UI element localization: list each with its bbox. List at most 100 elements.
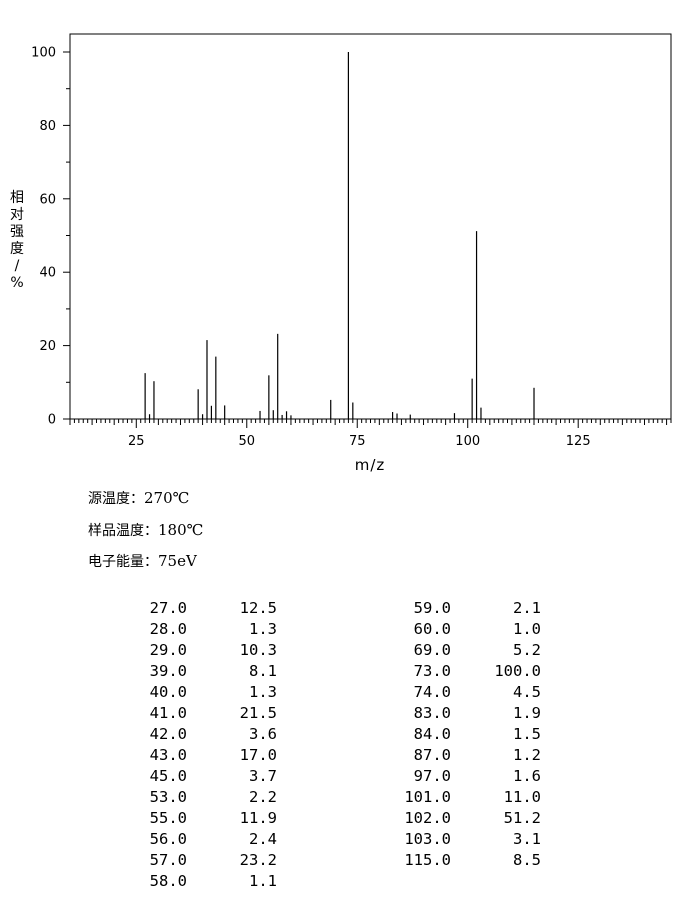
- peak-abundance: 12.5: [239, 599, 277, 617]
- sample-temperature-label: 样品温度：: [88, 523, 158, 539]
- peak-row: 84.0 1.5: [391, 724, 561, 745]
- peak-abundance: 1.3: [249, 683, 277, 701]
- peak-row: 103.0 3.1: [391, 829, 561, 850]
- peak-mz: 97.0: [413, 767, 451, 785]
- peak-abundance: 1.1: [249, 872, 277, 890]
- x-tick-label: 100: [455, 434, 480, 449]
- peak-abundance: 1.3: [249, 620, 277, 638]
- y-axis-label-char: 相: [10, 190, 24, 206]
- peak-row: 73.0 100.0: [391, 661, 561, 682]
- y-tick-label: 20: [39, 339, 56, 354]
- sample-temperature: 样品温度：180℃: [88, 520, 203, 540]
- peak-abundance: 1.2: [513, 746, 541, 764]
- source-temperature: 源温度：270℃: [88, 488, 189, 508]
- peak-mz: 58.0: [149, 872, 187, 890]
- peak-abundance: 3.7: [249, 767, 277, 785]
- peak-row: 55.0 11.9: [127, 808, 297, 829]
- peak-abundance: 2.2: [249, 788, 277, 806]
- y-axis-label-char: %: [10, 275, 24, 291]
- y-tick-label: 80: [39, 119, 56, 134]
- peak-row: 59.0 2.1: [391, 598, 561, 619]
- peak-mz: 56.0: [149, 830, 187, 848]
- peak-abundance: 1.9: [513, 704, 541, 722]
- peak-row: 69.0 5.2: [391, 640, 561, 661]
- peak-abundance: 1.0: [513, 620, 541, 638]
- x-tick-label: 125: [566, 434, 591, 449]
- peak-row: 101.0 11.0: [391, 787, 561, 808]
- peak-mz: 102.0: [404, 809, 451, 827]
- peak-bars: [144, 52, 535, 419]
- peak-mz: 39.0: [149, 662, 187, 680]
- peak-mz: 87.0: [413, 746, 451, 764]
- peak-mz: 28.0: [149, 620, 187, 638]
- peak-abundance: 3.6: [249, 725, 277, 743]
- axis-ticks: 25 50 75 100 125 0 20 40 60 80 100: [31, 46, 672, 449]
- x-tick-label: 75: [349, 434, 366, 449]
- y-axis-label-char: 强: [10, 224, 24, 240]
- peak-mz: 101.0: [404, 788, 451, 806]
- peak-mz: 42.0: [149, 725, 187, 743]
- peak-mz: 29.0: [149, 641, 187, 659]
- peak-mz: 73.0: [413, 662, 451, 680]
- peak-row: 57.0 23.2: [127, 850, 297, 871]
- peak-abundance: 23.2: [239, 851, 277, 869]
- peak-mz: 103.0: [404, 830, 451, 848]
- peak-row: 28.0 1.3: [127, 619, 297, 640]
- peak-mz: 43.0: [149, 746, 187, 764]
- x-tick-label: 50: [238, 434, 255, 449]
- peak-abundance: 17.0: [239, 746, 277, 764]
- peak-abundance: 10.3: [239, 641, 277, 659]
- peak-row: 102.0 51.2: [391, 808, 561, 829]
- sample-temperature-value: 180℃: [158, 521, 204, 539]
- peak-mz: 74.0: [413, 683, 451, 701]
- peak-row: 27.0 12.5: [127, 598, 297, 619]
- peak-mz: 40.0: [149, 683, 187, 701]
- peak-row: 74.0 4.5: [391, 682, 561, 703]
- peak-row: 41.0 21.5: [127, 703, 297, 724]
- peak-row: 43.0 17.0: [127, 745, 297, 766]
- peak-mz: 115.0: [404, 851, 451, 869]
- peak-abundance: 100.0: [494, 662, 541, 680]
- peak-mz: 60.0: [413, 620, 451, 638]
- peak-table-right: 59.0 2.1 60.0 1.0 69.0 5.2 73.0 100.0 74.0 4.5 83.…: [391, 598, 561, 871]
- peak-abundance: 11.9: [239, 809, 277, 827]
- electron-energy: 电子能量：75eV: [88, 551, 197, 571]
- peak-abundance: 2.1: [513, 599, 541, 617]
- peak-mz: 41.0: [149, 704, 187, 722]
- peak-abundance: 3.1: [513, 830, 541, 848]
- y-tick-label: 100: [31, 46, 56, 61]
- peak-abundance: 21.5: [239, 704, 277, 722]
- mass-spectrum-chart: 25 50 75 100 125 0 20 40 60 80 100: [31, 33, 672, 449]
- peak-mz: 57.0: [149, 851, 187, 869]
- peak-abundance: 8.1: [249, 662, 277, 680]
- y-axis-label-char: 对: [10, 207, 24, 223]
- peak-mz: 59.0: [413, 599, 451, 617]
- x-axis-label: m/z: [354, 456, 386, 474]
- peak-mz: 27.0: [149, 599, 187, 617]
- source-temperature-label: 源温度：: [88, 491, 144, 507]
- peak-abundance: 11.0: [503, 788, 541, 806]
- peak-mz: 55.0: [149, 809, 187, 827]
- peak-mz: 45.0: [149, 767, 187, 785]
- y-axis-label-char: /: [14, 258, 20, 274]
- electron-energy-value: 75eV: [158, 552, 197, 570]
- plot-frame: [69, 33, 672, 420]
- peak-abundance: 2.4: [249, 830, 277, 848]
- y-tick-label: 60: [39, 192, 56, 207]
- peak-row: 45.0 3.7: [127, 766, 297, 787]
- peak-table-left: 27.0 12.5 28.0 1.3 29.0 10.3 39.0 8.1 40.0 1.3 41.…: [127, 598, 297, 892]
- peak-row: 56.0 2.4: [127, 829, 297, 850]
- peak-row: 87.0 1.2: [391, 745, 561, 766]
- y-tick-label: 0: [48, 413, 56, 428]
- peak-row: 40.0 1.3: [127, 682, 297, 703]
- peak-row: 29.0 10.3: [127, 640, 297, 661]
- peak-mz: 83.0: [413, 704, 451, 722]
- peak-row: 42.0 3.6: [127, 724, 297, 745]
- y-axis-label-char: 度: [10, 241, 24, 257]
- y-tick-label: 40: [39, 266, 56, 281]
- peak-row: 53.0 2.2: [127, 787, 297, 808]
- peak-abundance: 1.6: [513, 767, 541, 785]
- peak-row: 60.0 1.0: [391, 619, 561, 640]
- peak-row: 83.0 1.9: [391, 703, 561, 724]
- peak-row: 97.0 1.6: [391, 766, 561, 787]
